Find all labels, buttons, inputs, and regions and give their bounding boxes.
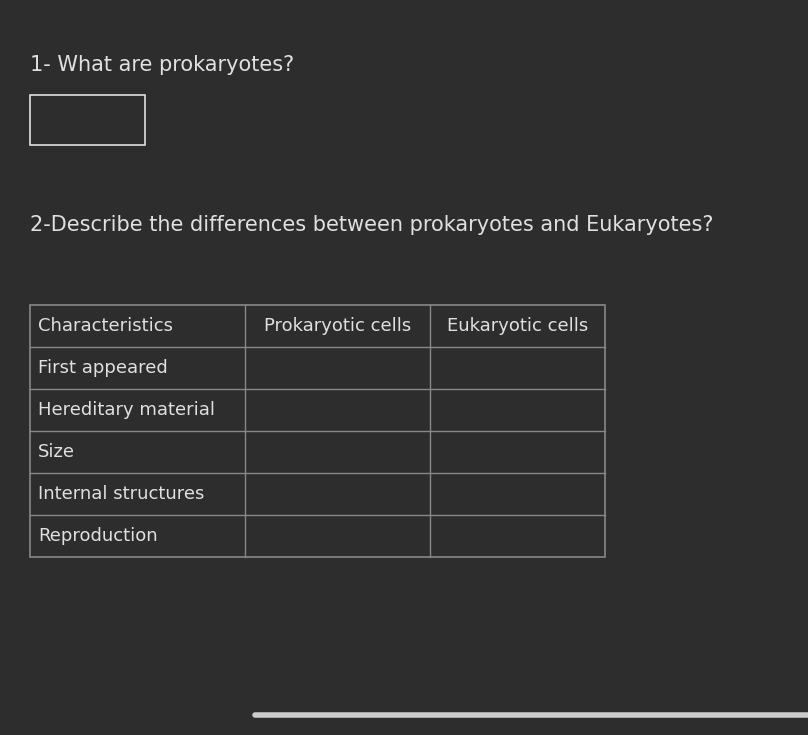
Text: Reproduction: Reproduction (38, 527, 158, 545)
Bar (30, 305, 605, 557)
Text: Characteristics: Characteristics (38, 317, 173, 335)
Text: Size: Size (38, 443, 75, 461)
Text: Hereditary material: Hereditary material (38, 401, 215, 419)
Text: 1- What are prokaryotes?: 1- What are prokaryotes? (30, 55, 294, 75)
Text: Eukaryotic cells: Eukaryotic cells (447, 317, 588, 335)
Bar (30, 95, 145, 145)
Text: First appeared: First appeared (38, 359, 168, 377)
Text: Internal structures: Internal structures (38, 485, 204, 503)
Text: 2-Describe the differences between prokaryotes and Eukaryotes?: 2-Describe the differences between proka… (30, 215, 713, 235)
Text: Prokaryotic cells: Prokaryotic cells (264, 317, 411, 335)
